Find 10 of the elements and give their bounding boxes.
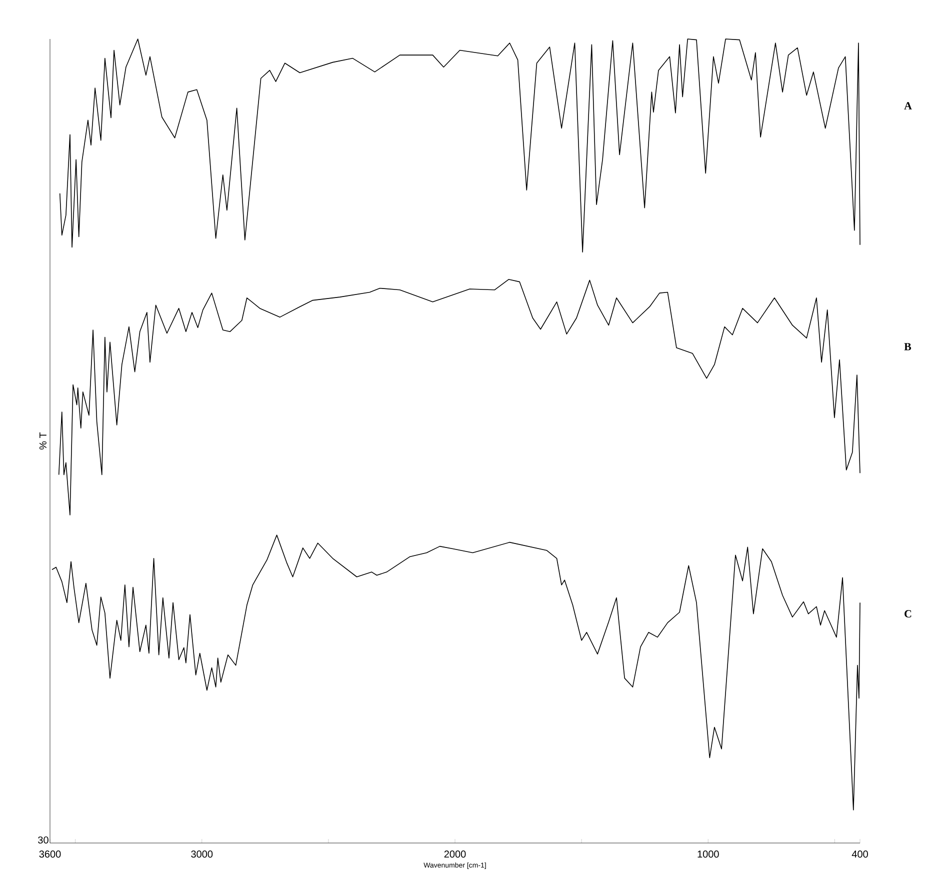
- x-tick-label: 3600: [39, 850, 61, 858]
- x-tick-label: 2000: [444, 850, 466, 858]
- x-tick-label: 400: [852, 850, 868, 858]
- text: 30: [38, 836, 48, 844]
- text: B: [904, 343, 912, 350]
- text: A: [904, 102, 912, 110]
- y-axis-title: % T: [39, 432, 46, 450]
- text: C: [904, 610, 912, 618]
- x-tick-label: 3000: [191, 850, 213, 858]
- x-tick-label: 1000: [698, 850, 719, 858]
